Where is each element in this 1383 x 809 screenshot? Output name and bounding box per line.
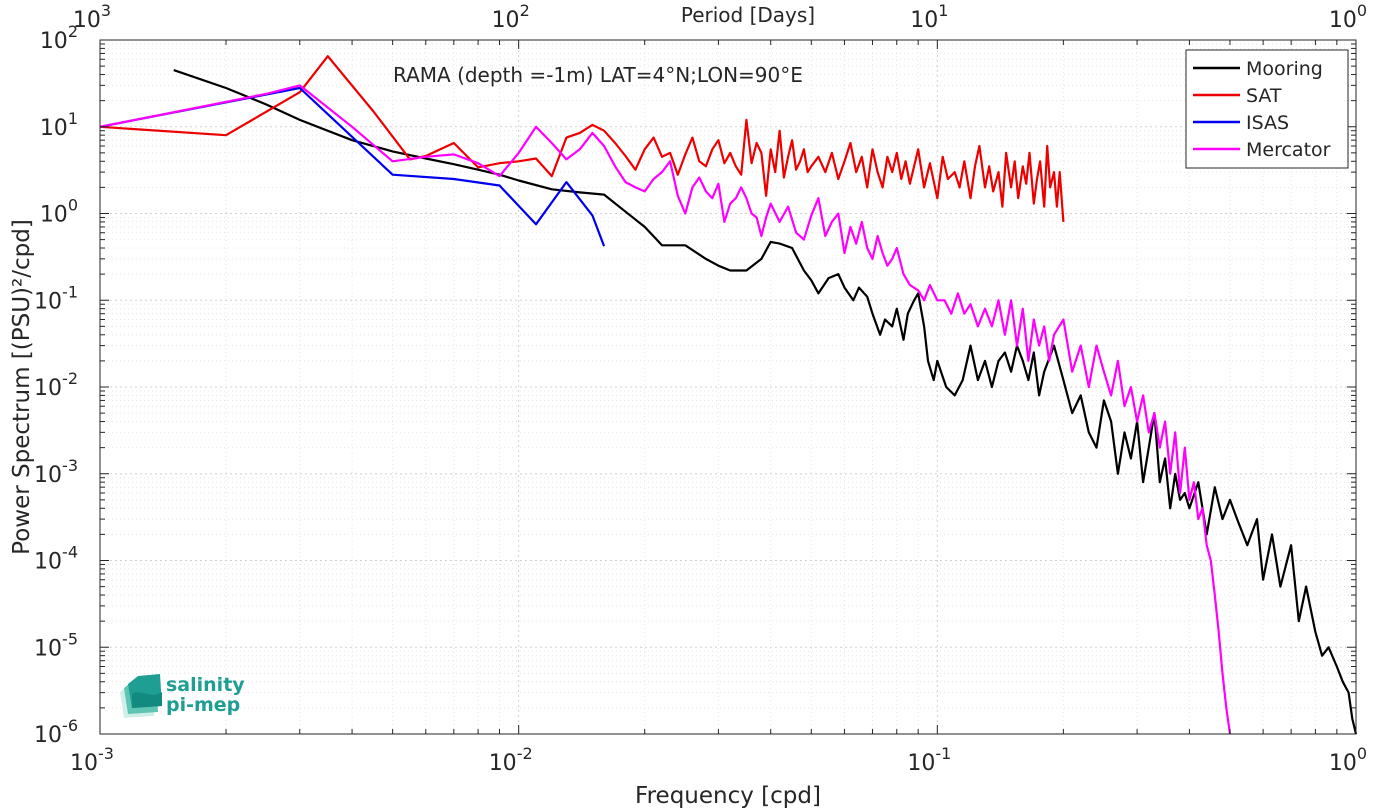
y-axis-label: Power Spectrum [(PSU)²/cpd] <box>9 219 35 555</box>
grid <box>99 40 1356 735</box>
logo-text-pi-mep: pi-mep <box>166 694 241 716</box>
top-x-tick-label: 100 <box>1329 1 1367 33</box>
x-tick-label: 10-1 <box>907 744 951 776</box>
legend-label-isas: ISAS <box>1246 112 1289 134</box>
legend-label-mercator: Mercator <box>1246 139 1331 161</box>
y-tick-label: 10-4 <box>34 543 78 575</box>
y-tick-label: 101 <box>40 109 78 141</box>
x-tick-label: 100 <box>1329 744 1367 776</box>
x-tick-label: 10-2 <box>489 744 533 776</box>
legend: Mooring SAT ISAS Mercator <box>1185 49 1349 169</box>
plot-frame <box>99 39 1357 735</box>
series-line-isas <box>99 86 606 247</box>
top-x-tick-label: 102 <box>492 1 530 33</box>
salinity-pi-mep-logo: salinity pi-mep <box>116 672 256 724</box>
top-x-tick-label: 103 <box>73 1 111 33</box>
y-tick-label: 100 <box>40 196 78 228</box>
legend-label-mooring: Mooring <box>1246 58 1323 80</box>
x-tick-label: 10-3 <box>70 744 114 776</box>
y-tick-label: 10-2 <box>34 369 78 401</box>
series-line-sat <box>99 55 1065 222</box>
top-x-axis-label: Period [Days] <box>681 3 815 27</box>
legend-label-sat: SAT <box>1246 85 1282 107</box>
series-line-mercator <box>99 84 1232 735</box>
x-axis-label: Frequency [cpd] <box>635 783 821 809</box>
logo-mark-icon <box>120 674 162 718</box>
y-tick-label: 10-3 <box>34 456 78 488</box>
logo-text-salinity: salinity <box>166 674 245 696</box>
y-tick-label: 10-1 <box>34 282 78 314</box>
y-tick-label: 102 <box>40 22 78 54</box>
y-tick-label: 10-6 <box>34 716 78 748</box>
series-line-mooring <box>173 69 1358 735</box>
y-tick-label: 10-5 <box>34 629 78 661</box>
series-lines <box>99 55 1358 735</box>
top-x-tick-label: 101 <box>910 1 948 33</box>
chart-title: RAMA (depth =-1m) LAT=4°N;LON=90°E <box>393 63 803 87</box>
